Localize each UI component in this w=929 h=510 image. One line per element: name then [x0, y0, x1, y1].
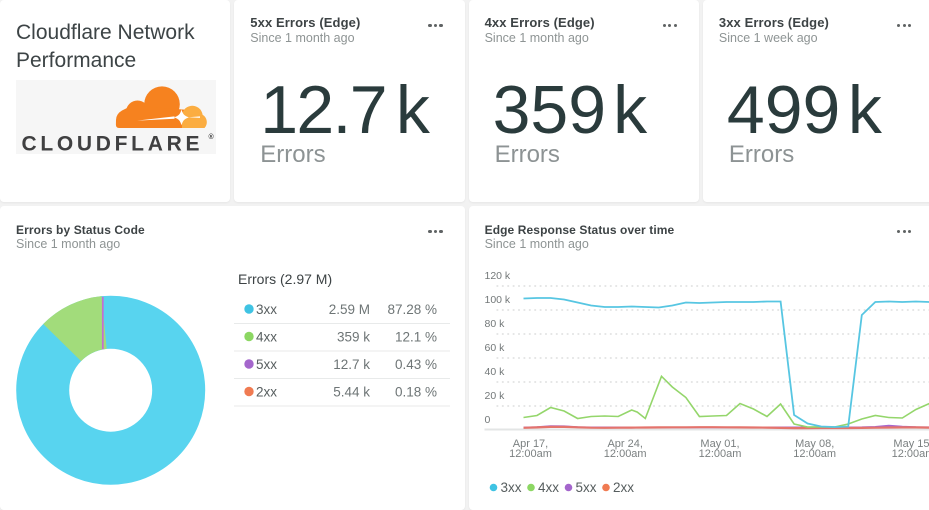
- svg-text:Apr 24,: Apr 24,: [607, 438, 642, 450]
- svg-text:12:00am: 12:00am: [891, 448, 929, 460]
- svg-text:0: 0: [484, 414, 490, 426]
- svg-text:120 k: 120 k: [484, 270, 510, 282]
- svg-text:4xx: 4xx: [256, 330, 277, 345]
- svg-text:2xx: 2xx: [613, 480, 634, 495]
- svg-text:3xx: 3xx: [500, 480, 521, 495]
- svg-text:12.1 %: 12.1 %: [395, 330, 437, 345]
- svg-text:0.18 %: 0.18 %: [395, 385, 437, 400]
- svg-text:®: ®: [209, 133, 215, 141]
- svg-text:May 01,: May 01,: [700, 438, 739, 450]
- svg-text:80 k: 80 k: [484, 318, 505, 330]
- svg-text:5xx: 5xx: [575, 480, 596, 495]
- svg-text:12:00am: 12:00am: [603, 448, 646, 460]
- svg-text:20 k: 20 k: [484, 390, 505, 402]
- svg-text:12:00am: 12:00am: [698, 448, 741, 460]
- svg-text:60 k: 60 k: [484, 342, 505, 354]
- svg-text:12.7 k: 12.7 k: [333, 357, 370, 372]
- svg-text:Errors (2.97 M): Errors (2.97 M): [238, 271, 332, 287]
- svg-text:3xx: 3xx: [256, 302, 277, 317]
- svg-text:0.43 %: 0.43 %: [395, 357, 437, 372]
- svg-text:4xx: 4xx: [538, 480, 559, 495]
- svg-text:CLOUDFLARE: CLOUDFLARE: [22, 132, 204, 154]
- svg-text:5.44 k: 5.44 k: [333, 385, 370, 400]
- svg-text:12:00am: 12:00am: [509, 448, 552, 460]
- svg-text:May 08,: May 08,: [795, 438, 834, 450]
- svg-text:87.28 %: 87.28 %: [387, 302, 437, 317]
- svg-text:359 k: 359 k: [337, 330, 370, 345]
- svg-text:12:00am: 12:00am: [793, 448, 836, 460]
- svg-text:5xx: 5xx: [256, 357, 277, 372]
- svg-text:40 k: 40 k: [484, 366, 505, 378]
- svg-text:100 k: 100 k: [484, 294, 510, 306]
- svg-text:2.59 M: 2.59 M: [329, 302, 370, 317]
- svg-text:Apr 17,: Apr 17,: [512, 438, 547, 450]
- svg-text:May 15,: May 15,: [893, 438, 929, 450]
- svg-text:2xx: 2xx: [256, 385, 277, 400]
